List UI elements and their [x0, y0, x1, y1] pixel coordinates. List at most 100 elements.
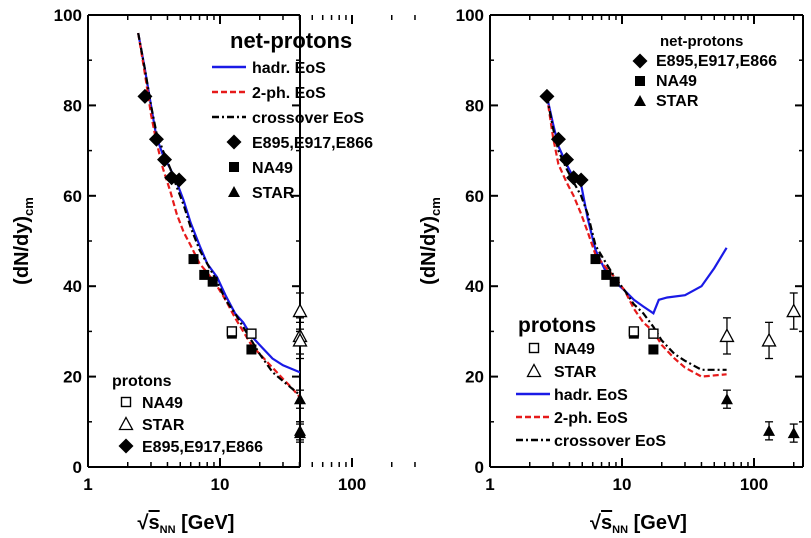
- legend-swatch-marker: [632, 53, 648, 69]
- y-tick-label: 0: [73, 458, 82, 477]
- series-lines: [545, 96, 728, 378]
- data-point-filled-square: [609, 276, 620, 287]
- data-point-filled-square: [207, 276, 218, 287]
- x-axis-label-sub: NN: [612, 524, 628, 536]
- legend-title: net-protons: [660, 33, 743, 50]
- legend-bottom: protons NA49 STAR hadr. EoS 2-ph. EoS crossov…: [516, 314, 666, 450]
- data-point-filled-square: [246, 344, 257, 355]
- data-point-filled-triangle: [763, 424, 776, 436]
- y-axis-label-main: (dN/dy): [11, 216, 33, 285]
- data-point-filled-square: [188, 254, 199, 265]
- x-tick-label: 1: [83, 475, 92, 494]
- data-point-filled-triangle: [787, 427, 800, 439]
- marker-set-filled-square: [188, 254, 257, 355]
- y-axis-label-main: (dN/dy): [418, 216, 440, 285]
- legend-label: STAR: [142, 417, 185, 434]
- x-tick-label: 10: [613, 475, 632, 494]
- y-tick-label: 0: [475, 458, 484, 477]
- y-tick-label: 20: [465, 368, 484, 387]
- legend-swatch-marker: [635, 76, 645, 86]
- data-point-filled-triangle: [294, 427, 306, 439]
- legend-label: hadr. EoS: [252, 60, 326, 77]
- marker-set-open-triangle: [719, 292, 802, 360]
- x-axis-label-s: s: [149, 512, 160, 534]
- marker-set-filled-triangle: [294, 389, 306, 443]
- x-axis-label-unit: [GeV]: [176, 512, 235, 534]
- marker-set-open-square: [226, 326, 257, 339]
- data-point-filled-triangle: [294, 393, 306, 405]
- y-tick-label: 80: [63, 96, 82, 115]
- y-tick-label: 100: [456, 6, 484, 25]
- legend-bottom-title: protons: [112, 373, 172, 390]
- series-line-2-ph-eos: [545, 96, 727, 378]
- legend-bottom-title: protons: [518, 314, 596, 337]
- legend-label: crossover EoS: [554, 433, 666, 450]
- y-tick-label: 60: [465, 187, 484, 206]
- data-point-open-triangle: [292, 332, 308, 347]
- data-point-open-square: [628, 326, 640, 337]
- legend-label: NA49: [554, 341, 595, 358]
- legend-label: 2-ph. EoS: [554, 410, 628, 427]
- data-point-filled-square: [199, 269, 210, 280]
- y-tick-label: 40: [63, 277, 82, 296]
- data-point-diamond: [550, 131, 566, 147]
- y-axis-label-sub: cm: [428, 197, 443, 216]
- data-point-open-square: [648, 328, 659, 339]
- legend-swatch-marker: [120, 396, 132, 408]
- legend-label: crossover EoS: [252, 110, 364, 127]
- data-point-open-triangle: [786, 303, 802, 318]
- marker-set-filled-triangle: [720, 389, 800, 443]
- legend-title: net-protons: [230, 28, 352, 53]
- data-point-open-square: [226, 326, 238, 337]
- legend-swatch-marker: [226, 134, 242, 150]
- x-axis-label-sub: NN: [160, 524, 176, 536]
- x-axis-label: √sNN [GeV]: [138, 512, 235, 536]
- legend-swatch-marker: [634, 95, 646, 106]
- data-point-filled-square: [590, 254, 601, 265]
- data-point-diamond: [148, 131, 164, 147]
- data-point-diamond: [539, 88, 555, 104]
- legend-swatch-marker: [118, 416, 134, 431]
- legend-label: E895,E917,E866: [656, 53, 777, 70]
- data-point-filled-square: [648, 344, 659, 355]
- marker-set-diamond: [539, 88, 589, 188]
- x-tick-label: 100: [740, 475, 768, 494]
- x-axis-label-root: √: [138, 512, 150, 534]
- x-tick-label: 10: [211, 475, 230, 494]
- x-axis-label-unit: [GeV]: [628, 512, 687, 534]
- data-point-open-triangle: [292, 303, 308, 318]
- data-point-open-triangle: [761, 332, 777, 347]
- x-axis-label-root: √: [590, 512, 602, 534]
- legend-swatch-marker: [229, 162, 239, 172]
- y-axis-label: (dN/dy)cm: [11, 197, 36, 285]
- marker-set-open-square: [628, 326, 659, 339]
- y-tick-label: 80: [465, 96, 484, 115]
- data-point-filled-triangle: [720, 393, 733, 405]
- data-point-diamond: [573, 172, 589, 188]
- legend: net-protons hadr. EoS 2-ph. EoS crossover E…: [212, 28, 373, 202]
- data-point-diamond: [157, 152, 173, 168]
- y-tick-label: 40: [465, 277, 484, 296]
- legend-label: NA49: [252, 160, 293, 177]
- marker-set-open-triangle: [292, 292, 308, 360]
- legend: net-protons E895,E917,E866 NA49 STAR: [632, 33, 777, 110]
- data-point-diamond: [559, 152, 575, 168]
- data-point-open-square: [246, 328, 257, 339]
- series-line-hadr-eos: [545, 96, 728, 315]
- legend-label: E895,E917,E866: [252, 135, 373, 152]
- legend-swatch-marker: [228, 186, 240, 197]
- legend-label: STAR: [252, 185, 295, 202]
- chart-panel-right: 0 20 40 60 80 100 1 10 100 √sNN [GeV] (dN/dy)cm net…: [418, 6, 804, 536]
- legend-label: E895,E917,E866: [142, 439, 263, 456]
- y-axis-label: (dN/dy)cm: [418, 197, 443, 285]
- x-tick-label: 1: [485, 475, 494, 494]
- y-tick-label: 100: [54, 6, 82, 25]
- legend-label: STAR: [554, 364, 597, 381]
- x-axis-label-s: s: [601, 512, 612, 534]
- y-tick-label: 60: [63, 187, 82, 206]
- series-line-crossover-eos: [545, 96, 727, 371]
- x-tick-label: 100: [338, 475, 366, 494]
- legend-swatch-marker: [526, 363, 542, 378]
- chart-panel-left: 0 20 40 60 80 100 1 10 100 √sNN [GeV] (dN/dy)cm net…: [11, 6, 416, 536]
